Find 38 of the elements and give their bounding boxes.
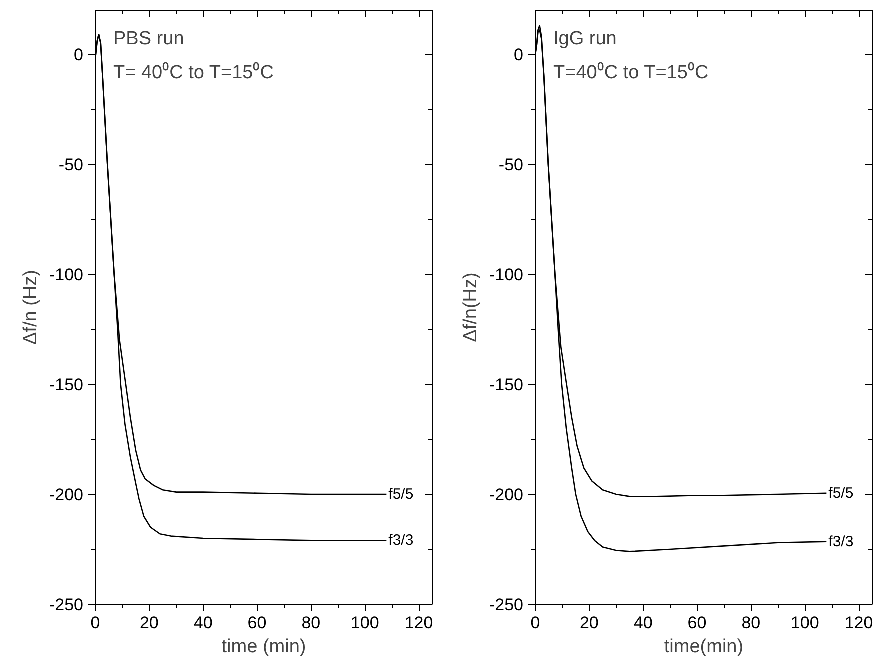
legend-label: f5/5 [388,486,414,503]
y-tick-label: -200 [489,486,524,504]
x-tick-label: 80 [742,614,761,632]
x-tick-label: 60 [248,614,267,632]
x-tick-label: 20 [580,614,599,632]
text: T=40⁰C to T=15⁰C [554,62,709,84]
legend-label: f5/5 [828,484,854,502]
text: PBS run [114,28,184,50]
x-axis-title: time (min) [222,636,306,658]
y-tick-label: 0 [514,46,524,64]
text: T= 40⁰C to T=15⁰C [114,62,274,84]
y-tick-label: 0 [74,46,84,64]
x-tick-label: 60 [688,614,707,632]
y-tick-label: -250 [489,596,524,614]
x-tick-label: 20 [140,614,159,632]
legend-label: f3/3 [388,532,414,550]
y-axis-title: Δf/n (Hz) [20,270,42,345]
x-tick-label: 0 [530,614,540,632]
x-tick-label: 0 [90,614,100,632]
y-tick-label: -150 [49,376,84,394]
y-tick-label: -200 [49,486,84,504]
x-axis-title: time(min) [664,636,744,658]
x-tick-label: 100 [350,614,380,632]
text: IgG run [554,28,617,50]
y-tick-label: -100 [49,266,84,284]
x-tick-label: 120 [844,614,874,632]
x-tick-label: 80 [302,614,321,632]
x-tick-label: 120 [404,614,434,632]
y-tick-label: -50 [498,156,524,174]
x-tick-label: 40 [194,614,213,632]
legend-label: f3/3 [828,533,854,550]
y-tick-label: -50 [58,156,84,174]
x-tick-label: 40 [634,614,653,632]
y-axis-title: Δf/n(Hz) [460,272,482,342]
y-tick-label: -150 [489,376,524,394]
y-tick-label: -100 [489,266,524,284]
y-tick-label: -250 [49,596,84,614]
x-tick-label: 100 [790,614,820,632]
